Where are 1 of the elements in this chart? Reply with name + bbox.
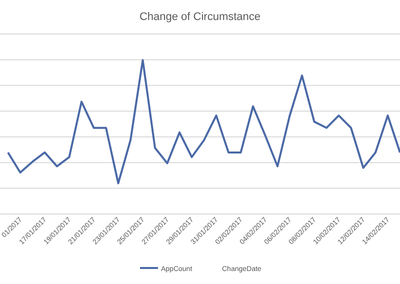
chart-title: Change of Circumstance [139, 11, 261, 23]
